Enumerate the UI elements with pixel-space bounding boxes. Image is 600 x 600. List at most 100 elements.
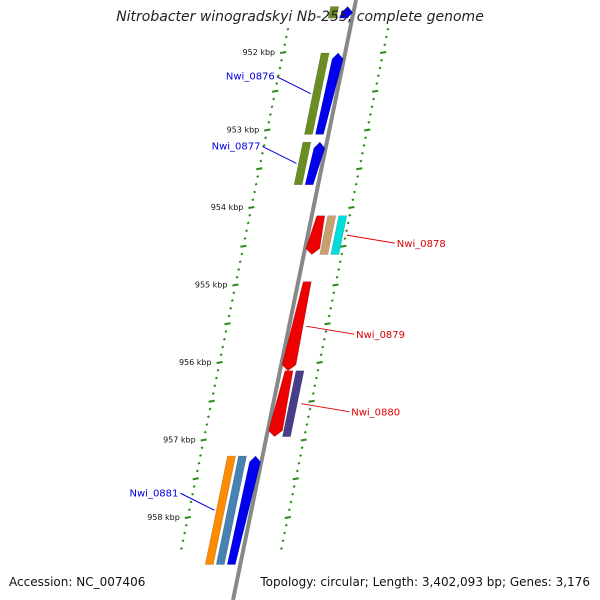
gene-label: Nwi_0881 xyxy=(130,488,179,499)
accession-label: Accession: NC_007406 xyxy=(9,575,146,589)
tick-mark-right xyxy=(370,105,374,109)
tick-mark-right xyxy=(305,423,309,426)
gene-feature xyxy=(338,6,354,19)
tick-mark-left xyxy=(197,461,201,465)
tick-mark-left xyxy=(216,361,223,364)
tick-mark-right xyxy=(345,229,349,233)
tick-mark-left xyxy=(272,97,276,101)
tick-mark-left xyxy=(267,120,271,124)
tick-mark-right xyxy=(330,299,334,302)
gene-feature xyxy=(281,281,312,372)
tick-mark-right xyxy=(291,492,295,496)
tick-mark-right xyxy=(348,206,355,209)
tick-mark-left xyxy=(259,159,263,163)
tick-mark-left xyxy=(227,314,231,318)
gene-feature xyxy=(268,370,294,438)
gene-label-leader xyxy=(306,325,355,335)
gene-labels: Nwi_0876 Nwi_0877 Nwi_0878 Nwi_0879 Nwi_0880… xyxy=(130,72,446,511)
gene-feature xyxy=(305,215,326,255)
tick-mark-left xyxy=(240,252,244,256)
gene-feature xyxy=(319,215,337,255)
tick-mark-right xyxy=(280,547,283,550)
gene-label-leader xyxy=(276,76,312,95)
gene-feature xyxy=(327,6,340,19)
gene-feature xyxy=(282,370,305,437)
topology-label: Topology: circular; Length: 3,402,093 bp… xyxy=(260,575,590,589)
left-tick-track xyxy=(180,27,290,550)
tick-mark-left xyxy=(268,113,272,116)
tick-mark-left xyxy=(184,516,191,519)
tick-mark-right xyxy=(311,392,315,395)
tick-mark-right xyxy=(372,97,376,101)
tick-mark-right xyxy=(379,51,387,54)
gene-feature xyxy=(315,52,344,135)
tick-mark-left xyxy=(284,35,288,39)
tick-mark-right xyxy=(300,438,307,442)
tick-mark-right xyxy=(295,469,299,473)
gene-feature xyxy=(215,455,247,565)
kbp-label: 957 kbp xyxy=(163,436,196,445)
tick-mark-left xyxy=(256,167,263,171)
tick-mark-right xyxy=(316,361,323,364)
tick-mark-left xyxy=(200,438,207,442)
tick-mark-right xyxy=(356,167,363,171)
tick-mark-left xyxy=(243,237,247,240)
tick-mark-right xyxy=(321,345,325,349)
tick-mark-left xyxy=(205,423,209,426)
gene-label: Nwi_0877 xyxy=(212,141,261,152)
tick-mark-right xyxy=(346,221,350,225)
tick-mark-left xyxy=(224,322,231,326)
tick-mark-right xyxy=(329,306,333,310)
tick-mark-left xyxy=(192,477,199,481)
gene-label-leader xyxy=(262,145,297,164)
tick-mark-right xyxy=(289,500,293,504)
tick-mark-left xyxy=(272,89,279,93)
gene-label: Nwi_0880 xyxy=(351,408,400,419)
tick-mark-right xyxy=(300,446,304,450)
tick-mark-right xyxy=(283,531,287,535)
kbp-label: 952 kbp xyxy=(243,48,276,57)
tick-mark-right xyxy=(308,407,312,411)
gene-features xyxy=(204,6,354,565)
tick-mark-right xyxy=(287,508,291,512)
tick-mark-right xyxy=(292,477,299,481)
tick-mark-right xyxy=(368,113,372,116)
gene-label-leader xyxy=(180,492,215,511)
tick-mark-right xyxy=(384,35,388,39)
tick-mark-right xyxy=(356,175,360,178)
gene-feature xyxy=(226,455,261,565)
tick-mark-right xyxy=(372,89,379,93)
tick-mark-right xyxy=(361,151,364,155)
tick-mark-left xyxy=(276,74,280,78)
gene-feature xyxy=(330,215,348,255)
tick-mark-left xyxy=(279,51,287,54)
tick-mark-right xyxy=(292,485,296,488)
tick-mark-left xyxy=(270,105,274,109)
gene-label: Nwi_0878 xyxy=(397,239,446,250)
tick-mark-right xyxy=(313,384,317,388)
tick-mark-right xyxy=(380,58,383,62)
tick-mark-right xyxy=(335,275,339,279)
tick-mark-left xyxy=(203,430,207,434)
kbp-label: 954 kbp xyxy=(211,203,244,212)
kbp-label: 958 kbp xyxy=(147,513,180,522)
gene-feature xyxy=(204,455,236,565)
gene-feature xyxy=(304,52,330,135)
tick-mark-left xyxy=(278,66,282,70)
tick-mark-right xyxy=(319,353,323,357)
tick-mark-left xyxy=(181,539,185,543)
tick-mark-right xyxy=(353,190,356,194)
tick-mark-left xyxy=(232,291,236,295)
tick-mark-left xyxy=(230,299,234,302)
tick-mark-left xyxy=(211,392,215,395)
tick-mark-left xyxy=(191,492,195,496)
tick-mark-left xyxy=(199,454,202,457)
tick-mark-right xyxy=(324,330,328,333)
tick-mark-right xyxy=(314,376,318,380)
tick-mark-left xyxy=(192,485,196,488)
kbp-label: 953 kbp xyxy=(227,126,260,135)
tick-mark-left xyxy=(200,446,204,450)
tick-mark-right xyxy=(299,454,302,457)
tick-mark-left xyxy=(251,198,255,202)
